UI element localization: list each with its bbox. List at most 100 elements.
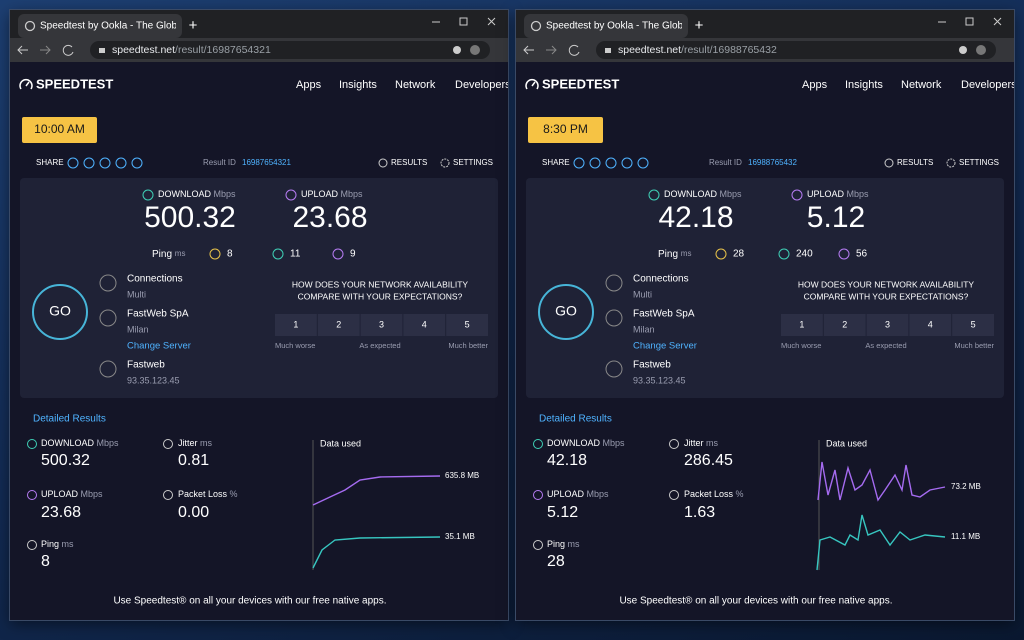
data-used-line — [312, 536, 441, 569]
detail-download-value: 42.18 — [547, 452, 587, 469]
settings-button[interactable]: SETTINGS — [959, 158, 999, 167]
shape — [332, 248, 344, 260]
detail-unit: Mbps — [603, 438, 626, 448]
detailed-title[interactable]: Detailed Results — [33, 414, 106, 425]
results-button[interactable]: RESULTS — [391, 158, 427, 167]
packet-loss-value: 1.63 — [684, 504, 715, 521]
rating-button[interactable] — [446, 314, 488, 336]
settings-button[interactable]: SETTINGS — [453, 158, 493, 167]
ping-idle: 28 — [733, 249, 745, 260]
shape — [838, 248, 850, 260]
survey-question: COMPARE WITH YOUR EXPECTATIONS? — [804, 291, 969, 301]
browser-window: Speedtest by Ookla - The Globa + speedte… — [516, 10, 1014, 620]
tab[interactable] — [18, 14, 182, 38]
shape — [83, 157, 95, 169]
server-name: FastWeb SpA — [633, 309, 695, 320]
shape — [605, 157, 617, 169]
shape — [142, 189, 154, 201]
rating-label[interactable]: 1 — [799, 319, 804, 329]
rating-button[interactable] — [823, 314, 866, 336]
address-bar[interactable] — [90, 41, 490, 59]
scale-high: Much better — [954, 341, 994, 350]
nav-item[interactable]: Insights — [845, 79, 883, 91]
nav-item[interactable]: Insights — [339, 79, 377, 91]
shape — [17, 45, 28, 55]
go-label[interactable]: GO — [555, 303, 577, 319]
rating-label[interactable]: 5 — [971, 319, 976, 329]
result-id[interactable]: 16987654321 — [242, 158, 291, 167]
jitter-label: Jitter ms — [178, 438, 213, 448]
shape — [27, 439, 37, 449]
detail-label-text: Ping — [41, 539, 59, 549]
shape — [470, 45, 480, 55]
nav-item[interactable]: Apps — [802, 79, 828, 91]
url: speedtest.net/result/16987654321 — [112, 44, 271, 56]
download-label: DOWNLOAD Mbps — [158, 189, 236, 199]
share-label: SHARE — [542, 158, 570, 167]
data-used-graph — [816, 461, 946, 571]
shape — [459, 17, 468, 26]
rating-label[interactable]: 2 — [842, 319, 847, 329]
shape — [209, 248, 221, 260]
nav-item[interactable]: Network — [395, 79, 436, 91]
rating-label[interactable]: 1 — [293, 319, 298, 329]
logo: SPEEDTEST — [36, 76, 113, 91]
change-server[interactable]: Change Server — [633, 341, 697, 352]
rating-button[interactable] — [781, 314, 823, 336]
nav-item[interactable]: Developers — [455, 79, 508, 91]
url-host: speedtest.net — [112, 44, 175, 56]
rating-label[interactable]: 4 — [422, 319, 427, 329]
rating-button[interactable] — [317, 314, 360, 336]
detail-download-label: DOWNLOAD Mbps — [547, 438, 625, 448]
new-tab[interactable]: + — [189, 17, 198, 34]
address-bar[interactable] — [596, 41, 996, 59]
rating-label[interactable]: 3 — [885, 319, 890, 329]
rating-button[interactable] — [952, 314, 994, 336]
scale-high: Much better — [448, 341, 488, 350]
detail-unit: ms — [706, 438, 718, 448]
rating-label[interactable]: 4 — [928, 319, 933, 329]
detailed-title[interactable]: Detailed Results — [539, 414, 612, 425]
scale-mid: As expected — [359, 341, 400, 350]
results-button[interactable]: RESULTS — [897, 158, 933, 167]
isp-name: Fastweb — [633, 360, 671, 371]
result-panel — [526, 178, 1004, 398]
detail-unit: ms — [200, 438, 212, 448]
go-button[interactable] — [32, 284, 88, 340]
result-panel — [20, 178, 498, 398]
upload-label-text: UPLOAD — [301, 189, 339, 199]
rating-label[interactable]: 3 — [379, 319, 384, 329]
result-id[interactable]: 16988765432 — [748, 158, 797, 167]
rating-button[interactable] — [909, 314, 952, 336]
ping-unit: ms — [175, 249, 186, 258]
ping-idle: 8 — [227, 249, 233, 260]
rating-button[interactable] — [866, 314, 909, 336]
nav-item[interactable]: Network — [901, 79, 942, 91]
detail-unit: ms — [568, 539, 580, 549]
tab-title: Speedtest by Ookla - The Globa — [546, 21, 689, 32]
go-button[interactable] — [538, 284, 594, 340]
nav-item[interactable]: Developers — [961, 79, 1014, 91]
detail-download-value: 500.32 — [41, 452, 90, 469]
shape — [40, 45, 51, 55]
rating-label[interactable]: 5 — [465, 319, 470, 329]
shape — [976, 45, 986, 55]
new-tab[interactable]: + — [695, 17, 704, 34]
footer: Use Speedtest® on all your devices with … — [113, 596, 386, 607]
rating-button[interactable] — [360, 314, 403, 336]
ping-unit: ms — [681, 249, 692, 258]
go-label[interactable]: GO — [49, 303, 71, 319]
scale-low: Much worse — [275, 341, 315, 350]
rating-button[interactable] — [275, 314, 317, 336]
url-host: speedtest.net — [618, 44, 681, 56]
shape — [546, 45, 557, 55]
rating-label[interactable]: 2 — [336, 319, 341, 329]
tab[interactable] — [524, 14, 688, 38]
nav-item[interactable]: Apps — [296, 79, 322, 91]
detail-label-text: UPLOAD — [547, 489, 585, 499]
shape — [965, 17, 974, 26]
shape — [884, 158, 894, 168]
rating-button[interactable] — [403, 314, 446, 336]
scale-mid: As expected — [865, 341, 906, 350]
change-server[interactable]: Change Server — [127, 341, 191, 352]
